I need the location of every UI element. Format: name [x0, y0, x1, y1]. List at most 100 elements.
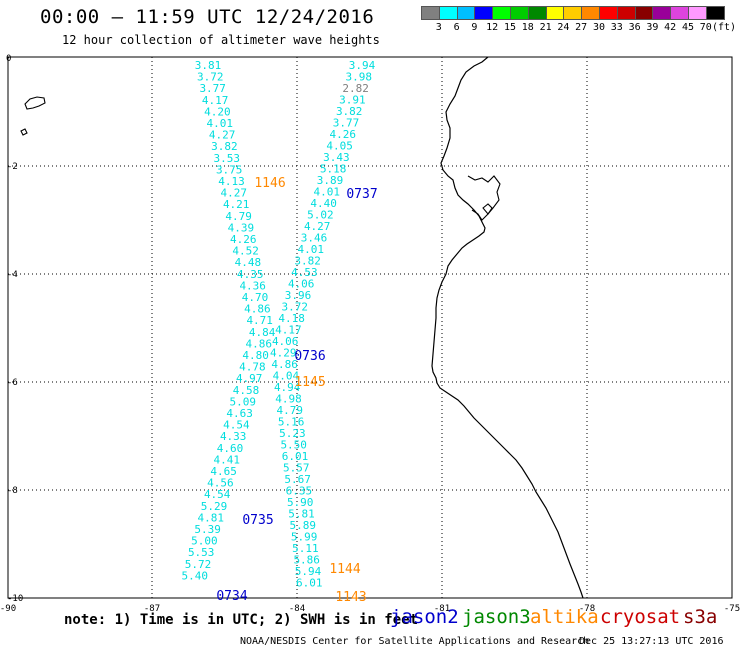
scale-label: 33: [610, 22, 623, 33]
lat-label: -2: [7, 162, 18, 172]
swh-value: 4.56: [207, 477, 234, 490]
swh-value: 4.17: [275, 324, 302, 337]
swh-value: 4.36: [239, 279, 266, 292]
credit-text: NOAA/NESDIS Center for Satellite Applica…: [240, 636, 590, 647]
swh-value: 3.72: [282, 301, 309, 314]
swh-value: 5.67: [284, 473, 311, 486]
pass-label-jason2: 0734: [216, 589, 247, 604]
swh-value: 4.06: [288, 278, 315, 291]
lon-label: -75: [724, 604, 740, 614]
graticule: [8, 57, 732, 598]
swh-value: 4.35: [237, 268, 264, 281]
swh-value: 4.97: [236, 372, 263, 385]
swh-value: 3.98: [346, 71, 373, 84]
coastline: [431, 56, 584, 599]
swh-value: 4.53: [291, 266, 318, 279]
swh-value: 5.16: [278, 416, 305, 429]
swh-value: 3.94: [349, 59, 376, 72]
swh-value: 2.82: [342, 82, 369, 95]
swh-value: 5.00: [191, 535, 218, 548]
swh-value: 6.01: [282, 450, 309, 463]
lon-label: -87: [144, 604, 160, 614]
swh-value: 4.27: [221, 187, 248, 200]
legend-cryosat: cryosat: [600, 606, 681, 628]
swh-value: 3.72: [197, 71, 224, 84]
swh-value: 4.05: [326, 140, 353, 153]
lat-label: 0: [6, 54, 11, 64]
swh-value: 4.70: [242, 291, 269, 304]
scale-label: 12: [486, 22, 499, 33]
swh-value: 4.86: [244, 303, 271, 316]
lat-label: -4: [7, 270, 18, 280]
scale-label: 42: [664, 22, 677, 33]
swh-value: 4.01: [298, 243, 325, 256]
pass-label-altika: 1143: [335, 590, 366, 605]
swh-value: 4.01: [314, 186, 341, 199]
swh-value: 4.18: [278, 312, 305, 325]
swh-value: 3.53: [214, 152, 241, 165]
scale-label: 39: [646, 22, 659, 33]
swh-value: 4.27: [304, 220, 331, 233]
scale-label: 6: [453, 22, 460, 33]
swh-value: 3.82: [211, 140, 238, 153]
swh-value: 4.41: [214, 453, 241, 466]
swh-value: 4.98: [275, 393, 302, 406]
swh-value: 4.54: [204, 488, 231, 501]
legend-s3a: s3a: [683, 606, 718, 628]
lon-label: -81: [434, 604, 450, 614]
swh-value: 5.09: [230, 395, 257, 408]
swh-value: 5.02: [307, 209, 334, 222]
swh-value: 4.13: [218, 175, 245, 188]
gulf-of-guayaquil: [467, 175, 501, 221]
swh-value: 4.86: [246, 337, 273, 350]
swh-value: 3.43: [323, 151, 350, 164]
swh-value: 5.99: [291, 531, 318, 544]
swh-value: 3.75: [216, 163, 243, 176]
timestamp-text: Dec 25 13:27:13 UTC 2016: [579, 636, 724, 647]
swh-value: 4.26: [230, 233, 257, 246]
axis-labels: 0 -2 -4 -6 -8 -10-90 -87 -84 -81 -78 -75: [0, 54, 740, 614]
swh-value: 3.89: [317, 174, 344, 187]
swh-value: 4.54: [223, 419, 250, 432]
lon-label: -90: [0, 604, 16, 614]
scale-label: 21: [539, 22, 552, 33]
scale-label: 24: [557, 22, 570, 33]
swh-value: 5.11: [292, 542, 319, 555]
swh-value: 4.65: [210, 465, 237, 478]
scale-label: 45: [681, 22, 695, 33]
map-frame: [7, 56, 733, 599]
pass-label-altika: 1146: [254, 176, 285, 191]
swh-value: 5.81: [288, 508, 315, 521]
swh-value: 4.39: [228, 221, 255, 234]
swh-value: 5.39: [194, 523, 221, 536]
galapagos-small: [20, 128, 28, 136]
swh-value: 4.04: [273, 370, 300, 383]
swh-value: 4.60: [217, 442, 244, 455]
lon-label: -78: [579, 604, 595, 614]
scale-label: 3: [435, 22, 442, 33]
lat-label: -8: [7, 486, 18, 496]
swh-value: 4.48: [235, 256, 262, 269]
note-text: note: 1) Time is in UTC; 2) SWH is in fe…: [64, 612, 419, 628]
swh-value: 4.79: [225, 210, 252, 223]
swh-value: 5.18: [320, 163, 347, 176]
map-title: 00:00 — 11:59 UTC 12/24/2016: [40, 6, 375, 28]
swh-value: 4.81: [198, 511, 225, 524]
lon-label: -84: [289, 604, 305, 614]
swh-value: 4.20: [204, 105, 231, 118]
track-values: 3.813.723.774.174.204.014.273.823.533.75…: [182, 59, 376, 590]
pass-label-jason2: 0735: [242, 513, 273, 528]
swh-value: 6.35: [286, 485, 313, 498]
swh-value: 5.40: [182, 569, 209, 582]
swh-value: 4.26: [330, 128, 357, 141]
swh-value: 5.86: [293, 554, 320, 567]
swh-value: 4.78: [239, 361, 266, 374]
swh-value: 3.81: [195, 59, 222, 72]
scale-label: 15: [503, 22, 517, 33]
swh-value: 4.80: [242, 349, 269, 362]
swh-value: 4.33: [220, 430, 247, 443]
swh-value: 3.82: [294, 255, 321, 268]
swh-value: 4.27: [209, 129, 236, 142]
puna-island: [482, 203, 493, 215]
